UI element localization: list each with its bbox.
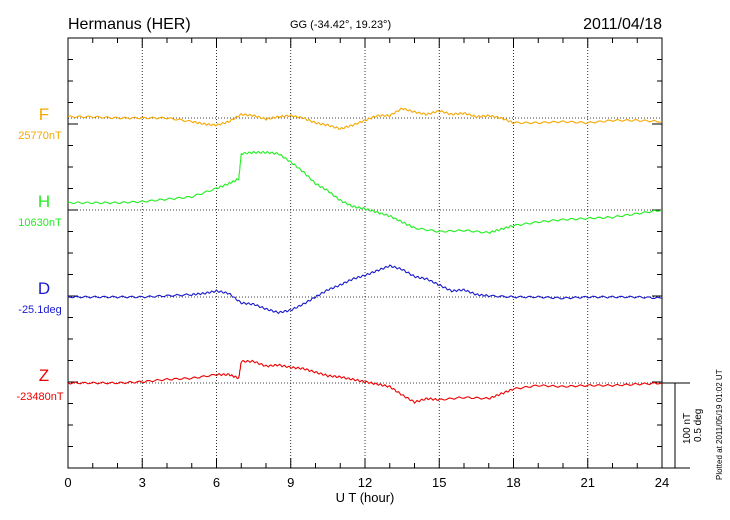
date-label: 2011/04/18	[583, 16, 662, 33]
series-name-z: Z	[39, 366, 49, 385]
series-line-f	[67, 107, 663, 131]
x-tick-label-18: 18	[506, 475, 520, 490]
series-baseline-value-f: 25770nT	[18, 130, 62, 142]
series-baseline-value-h: 10630nT	[18, 217, 62, 229]
coords-label: GG (-34.42°, 19.23°)	[290, 19, 391, 31]
x-tick-label-0: 0	[64, 475, 71, 490]
series-baseline-value-z: -23480nT	[16, 391, 63, 403]
axis-ticks	[67, 37, 663, 469]
series-name-d: D	[38, 279, 50, 298]
series-name-h: H	[38, 192, 50, 211]
station-title: Hermanus (HER)	[68, 16, 191, 33]
baselines	[68, 117, 662, 384]
x-axis-label: U T (hour)	[336, 490, 395, 505]
series-line-d	[67, 264, 663, 315]
series-name-f: F	[39, 105, 49, 124]
series-line-z	[67, 359, 663, 404]
x-tick-label-21: 21	[581, 475, 595, 490]
x-tick-labels: 0 3 6 9 12 15 18 21 24	[64, 475, 669, 490]
x-tick-label-6: 6	[213, 475, 220, 490]
x-tick-label-12: 12	[358, 475, 372, 490]
plot-frame	[67, 37, 663, 469]
scale-deg-label: 0.5 deg	[693, 409, 704, 442]
x-tick-label-9: 9	[287, 475, 294, 490]
vertical-gridlines	[141, 38, 589, 468]
series-line-h	[67, 150, 663, 235]
plotted-note: Plotted at 2011/05/19 01:02 UT	[715, 369, 724, 480]
series-labels: F 25770nT H 10630nT D -25.1deg Z -23480nT	[16, 105, 63, 403]
series-baseline-value-d: -25.1deg	[18, 304, 61, 316]
series-lines	[67, 107, 663, 404]
x-tick-label-3: 3	[139, 475, 146, 490]
x-tick-label-24: 24	[655, 475, 669, 490]
x-tick-label-15: 15	[432, 475, 446, 490]
scale-nt-label: 100 nT	[682, 413, 693, 444]
